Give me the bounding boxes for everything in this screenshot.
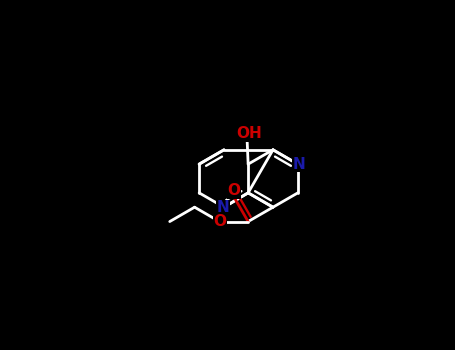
Text: O: O xyxy=(213,214,226,229)
Text: N: N xyxy=(217,201,230,215)
Text: OH: OH xyxy=(236,126,262,141)
Text: O: O xyxy=(228,183,241,198)
Text: N: N xyxy=(293,157,306,172)
